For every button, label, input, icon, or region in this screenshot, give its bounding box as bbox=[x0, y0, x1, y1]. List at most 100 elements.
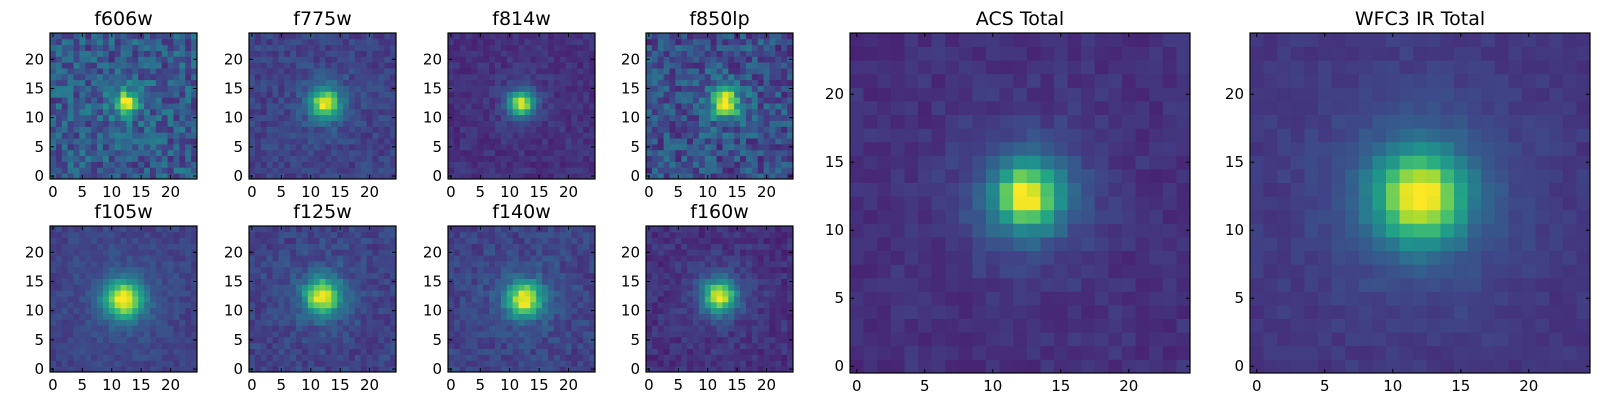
heatmap-cell bbox=[149, 56, 157, 63]
heatmap-cell bbox=[459, 161, 467, 168]
heatmap-cell bbox=[583, 331, 590, 338]
heatmap-cell bbox=[149, 38, 157, 46]
heatmap-cell bbox=[589, 161, 596, 168]
heatmap-cell bbox=[114, 173, 121, 180]
heatmap-cell bbox=[547, 73, 555, 81]
heatmap-cell bbox=[448, 91, 455, 98]
heatmap-cell bbox=[675, 143, 682, 151]
heatmap-cell bbox=[185, 73, 192, 81]
heatmap-cell bbox=[757, 284, 764, 291]
heatmap-cell bbox=[179, 103, 186, 110]
heatmap-cell bbox=[290, 108, 297, 116]
heatmap-cell bbox=[337, 108, 344, 116]
heatmap-cell bbox=[290, 132, 297, 139]
heatmap-cell bbox=[132, 307, 139, 314]
heatmap-cell bbox=[559, 278, 566, 285]
heatmap-cell bbox=[571, 132, 578, 139]
heatmap-cell bbox=[126, 155, 133, 162]
heatmap-cell bbox=[278, 249, 285, 256]
heatmap-cell bbox=[260, 132, 268, 139]
heatmap-cell bbox=[254, 79, 262, 86]
heatmap-cell bbox=[272, 366, 279, 373]
heatmap-cell bbox=[97, 167, 104, 174]
x-tick-label: 20 bbox=[161, 183, 180, 201]
heatmap-cell bbox=[757, 56, 764, 63]
heatmap-cell bbox=[331, 301, 338, 309]
heatmap-cell bbox=[319, 173, 326, 180]
heatmap-cell bbox=[108, 272, 116, 279]
heatmap-cell bbox=[337, 149, 344, 157]
heatmap-cell bbox=[325, 50, 332, 57]
heatmap-cell bbox=[459, 126, 467, 133]
heatmap-cell bbox=[290, 243, 297, 250]
heatmap-cell bbox=[85, 301, 92, 309]
heatmap-cell bbox=[500, 44, 508, 51]
heatmap-cell bbox=[155, 331, 163, 338]
heatmap-cell bbox=[722, 149, 729, 157]
heatmap-cell bbox=[530, 103, 537, 110]
heatmap-cell bbox=[50, 296, 57, 303]
heatmap-cell bbox=[278, 342, 285, 350]
heatmap-cell bbox=[651, 161, 659, 168]
heatmap-cell bbox=[512, 307, 519, 314]
heatmap-cell bbox=[325, 266, 332, 274]
heatmap-cell bbox=[571, 114, 578, 121]
heatmap-cell bbox=[571, 342, 578, 350]
heatmap-cell bbox=[73, 85, 80, 92]
heatmap-cell bbox=[167, 126, 174, 133]
heatmap-cell bbox=[734, 284, 741, 291]
heatmap-cell bbox=[179, 301, 186, 309]
heatmap-cell bbox=[97, 354, 104, 361]
heatmap-cell bbox=[185, 342, 192, 350]
heatmap-cell bbox=[155, 79, 163, 86]
heatmap-cell bbox=[518, 155, 525, 162]
heatmap-cell bbox=[775, 331, 782, 338]
heatmap-cell bbox=[167, 255, 174, 262]
heatmap-cell bbox=[114, 237, 121, 244]
heatmap-cell bbox=[73, 348, 80, 355]
heatmap-cell bbox=[775, 97, 782, 104]
heatmap-cell bbox=[693, 126, 700, 133]
heatmap-cell bbox=[331, 73, 338, 81]
heatmap-cell bbox=[757, 138, 764, 145]
heatmap-cell bbox=[360, 38, 367, 46]
x-tick-label: 10 bbox=[102, 183, 121, 201]
heatmap-cell bbox=[589, 132, 596, 139]
heatmap-cell bbox=[769, 68, 776, 75]
heatmap-cell bbox=[67, 138, 74, 145]
heatmap-cell bbox=[108, 38, 116, 46]
heatmap-cell bbox=[763, 103, 770, 110]
heatmap-cell bbox=[260, 360, 268, 367]
heatmap-cell bbox=[448, 342, 455, 350]
heatmap-cell bbox=[506, 342, 514, 350]
heatmap-cell bbox=[249, 319, 256, 326]
heatmap-cell bbox=[50, 120, 57, 127]
heatmap-cell bbox=[669, 278, 676, 285]
heatmap-cell bbox=[85, 120, 92, 127]
y-tick-label: 20 bbox=[25, 50, 44, 68]
heatmap-cell bbox=[67, 243, 74, 250]
heatmap-cell bbox=[571, 284, 578, 291]
heatmap-cell bbox=[459, 336, 467, 344]
heatmap-cell bbox=[559, 313, 566, 320]
heatmap-cell bbox=[313, 331, 320, 338]
heatmap-cell bbox=[144, 38, 151, 46]
heatmap-cell bbox=[296, 255, 303, 262]
heatmap-cell bbox=[354, 155, 362, 162]
heatmap-cell bbox=[681, 348, 688, 355]
heatmap-cell bbox=[50, 132, 57, 139]
heatmap-cell bbox=[366, 68, 373, 75]
heatmap-cell bbox=[149, 336, 157, 344]
heatmap-cell bbox=[337, 120, 344, 127]
heatmap-cell bbox=[722, 307, 729, 314]
heatmap-cell bbox=[390, 73, 397, 81]
heatmap-cell bbox=[740, 97, 747, 104]
heatmap-cell bbox=[728, 325, 735, 332]
heatmap-cell bbox=[384, 237, 391, 244]
y-tick-label: 0 bbox=[34, 167, 44, 185]
heatmap-cell bbox=[681, 56, 688, 63]
heatmap-cell bbox=[495, 342, 502, 350]
heatmap-cell bbox=[559, 366, 566, 373]
heatmap-cell bbox=[565, 161, 572, 168]
heatmap-cell bbox=[301, 278, 309, 285]
